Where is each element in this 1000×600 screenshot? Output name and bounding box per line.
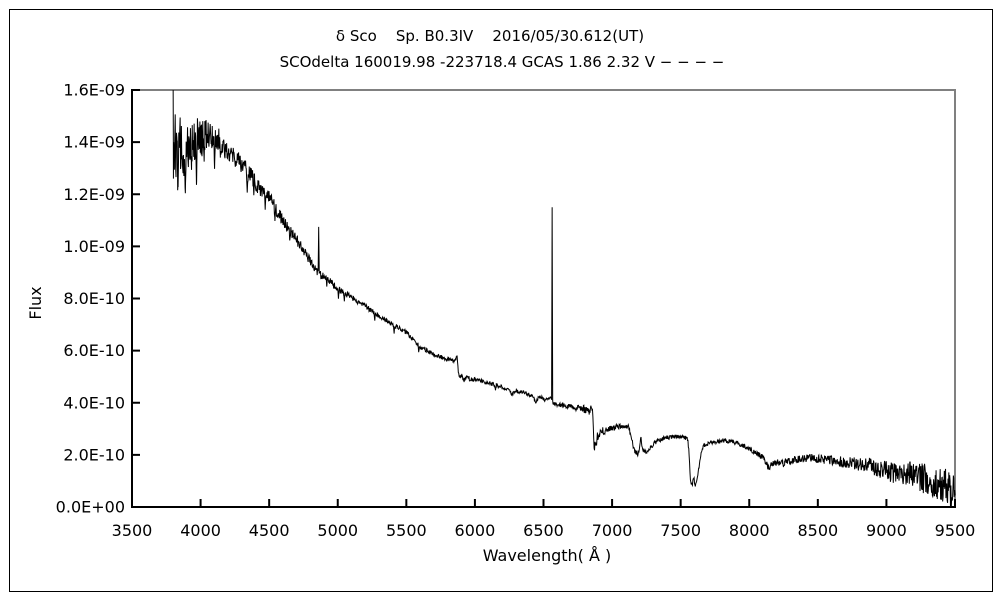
x-tick-label: 4500 <box>249 521 290 540</box>
x-tick-label: 7000 <box>592 521 633 540</box>
y-tick-label: 6.0E-10 <box>63 341 125 360</box>
x-tick-label: 8500 <box>797 521 838 540</box>
image-border <box>9 9 993 592</box>
x-tick-label: 4000 <box>180 521 221 540</box>
y-tick-label: 8.0E-10 <box>63 289 125 308</box>
x-tick-label: 9000 <box>866 521 907 540</box>
tick-labels: 3500 4000 4500 5000 5500 6000 6500 7000 7500 8000… <box>56 81 976 541</box>
y-tick-label: 0.0E+00 <box>56 498 125 517</box>
x-axis-label: Wavelength( Å ) <box>483 546 612 565</box>
x-tick-label: 5000 <box>317 521 358 540</box>
x-tick-label: 6500 <box>523 521 564 540</box>
y-tick-label: 4.0E-10 <box>63 393 125 412</box>
x-tick-label: 3500 <box>112 521 153 540</box>
plot-frame <box>131 89 956 508</box>
x-tick-label: 8000 <box>729 521 770 540</box>
y-axis-label: Flux <box>26 286 45 319</box>
y-tick-label: 1.4E-09 <box>63 133 125 152</box>
axis-ticks <box>131 89 956 508</box>
spectrum-line <box>172 89 956 507</box>
x-tick-label: 5500 <box>386 521 427 540</box>
y-tick-label: 1.2E-09 <box>63 185 125 204</box>
x-tick-label: 7500 <box>660 521 701 540</box>
x-tick-label: 6000 <box>455 521 496 540</box>
y-tick-label: 2.0E-10 <box>63 445 125 464</box>
y-tick-label: 1.6E-09 <box>63 81 125 100</box>
chart-title: δ Sco Sp. B0.3IV 2016/05/30.612(UT) <box>336 27 644 45</box>
chart-subtitle: SCOdelta 160019.98 -223718.4 GCAS 1.86 2… <box>280 53 725 71</box>
y-tick-label: 1.0E-09 <box>63 237 125 256</box>
x-tick-label: 9500 <box>935 521 976 540</box>
